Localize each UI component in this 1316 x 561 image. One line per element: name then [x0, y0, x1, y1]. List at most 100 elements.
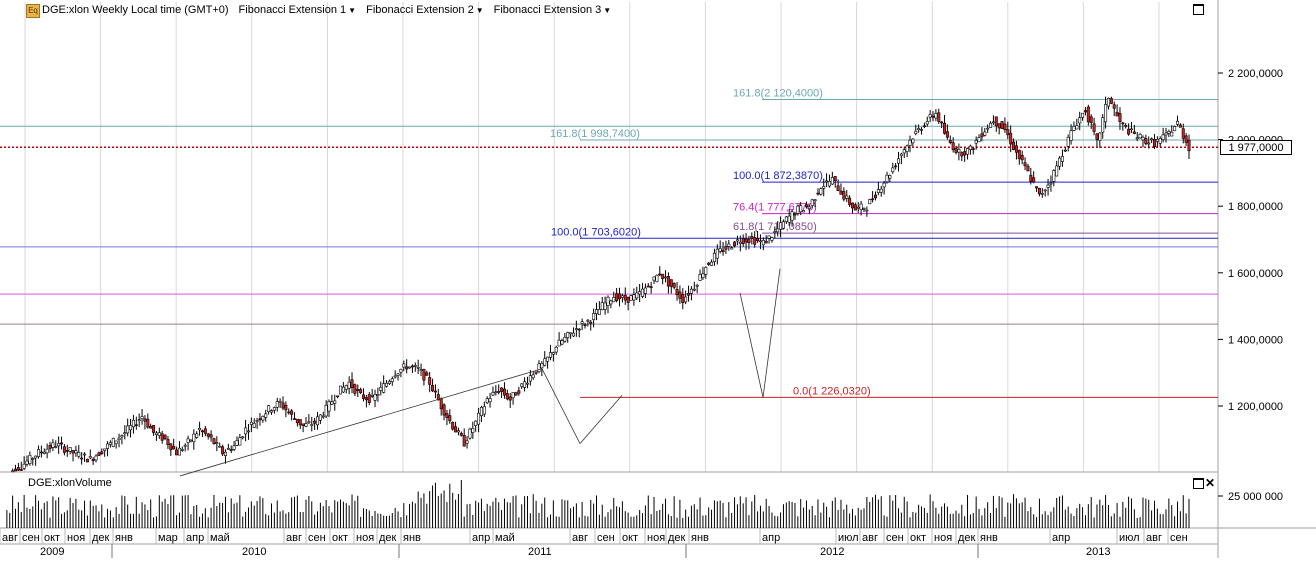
candle-body	[85, 458, 89, 463]
candle-body	[290, 410, 294, 415]
candle-body	[523, 381, 527, 388]
candle-body	[431, 385, 435, 392]
candle-body	[183, 444, 187, 447]
candle-body	[143, 418, 147, 422]
candle-body	[74, 450, 78, 454]
y-tick-label: 1 400,0000	[1228, 334, 1283, 346]
fibonacci-extension-2-menu[interactable]: Fibonacci Extension 2 ▼	[366, 4, 484, 16]
candle-body	[577, 328, 581, 331]
candle-body	[316, 416, 320, 426]
trend-line	[179, 368, 543, 477]
maximize-icon[interactable]	[1193, 4, 1204, 15]
candle-body	[773, 231, 777, 233]
candle-body	[528, 375, 532, 382]
candle-body	[940, 121, 944, 124]
candle-body	[341, 386, 345, 393]
candle-body	[1127, 128, 1131, 135]
candle-body	[807, 206, 811, 210]
candle-body	[232, 445, 236, 450]
candle-body	[537, 363, 541, 373]
candle-body	[502, 388, 506, 396]
candle-body	[1086, 106, 1090, 123]
candle-body	[681, 294, 685, 303]
candle-body	[1121, 122, 1125, 125]
candle-body	[658, 273, 662, 276]
candle-body	[580, 321, 584, 324]
candle-body	[129, 425, 133, 431]
candle-body	[937, 112, 941, 122]
candle-body	[917, 128, 921, 131]
x-tick-label-year: 2011	[528, 546, 552, 558]
candle-body	[816, 192, 820, 195]
candle-body	[977, 137, 981, 143]
candle-body	[226, 448, 230, 450]
candle-body	[425, 372, 429, 376]
x-tick-label-month: мар	[158, 532, 178, 544]
candle-body	[1184, 135, 1188, 143]
candle-body	[899, 153, 903, 157]
maximize-volume-icon[interactable]	[1193, 478, 1204, 489]
indicator-icon[interactable]: Eq	[26, 4, 40, 18]
close-icon[interactable]: ✕	[1205, 476, 1216, 490]
candle-body	[813, 199, 817, 201]
candle-body	[1101, 117, 1105, 133]
candle-body	[672, 283, 676, 288]
candle-body	[416, 366, 420, 369]
candle-body	[442, 404, 446, 416]
candle-body	[620, 295, 624, 298]
candle-body	[911, 138, 915, 144]
y-tick-label: 1 200,0000	[1228, 401, 1283, 413]
candle-body	[643, 287, 647, 294]
candle-body	[1066, 136, 1070, 147]
candle-body	[353, 384, 357, 394]
candle-body	[756, 238, 760, 242]
candle-body	[488, 398, 492, 403]
candle-body	[51, 442, 55, 448]
candle-body	[531, 374, 535, 379]
candle-body	[123, 432, 127, 435]
candle-body	[871, 198, 875, 201]
candle-body	[664, 276, 668, 279]
candle-body	[606, 296, 610, 306]
candle-body	[738, 241, 742, 244]
fibonacci-extension-1-menu[interactable]: Fibonacci Extension 1 ▼	[238, 4, 357, 16]
candle-body	[382, 383, 386, 393]
candle-body	[367, 394, 371, 403]
candle-body	[1144, 138, 1148, 145]
candle-body	[1129, 128, 1133, 131]
candle-body	[169, 443, 173, 451]
candle-body	[1155, 139, 1159, 142]
x-tick-label-month: ноя	[934, 532, 952, 544]
candle-body	[1060, 156, 1064, 162]
candle-body	[517, 390, 521, 394]
candle-body	[83, 453, 87, 456]
chart-toolbar: Eq DGE:xlon Weekly Local time (GMT+0) Fi…	[0, 0, 1218, 20]
candle-body	[1017, 150, 1021, 159]
candle-body	[91, 459, 95, 462]
candle-body	[422, 369, 426, 381]
candle-body	[600, 302, 604, 310]
candle-body	[799, 205, 803, 213]
candle-body	[954, 148, 958, 153]
candle-body	[1046, 184, 1050, 188]
candle-body	[727, 243, 731, 247]
candle-body	[108, 442, 112, 445]
candle-body	[468, 428, 472, 439]
candle-body	[373, 394, 377, 401]
candle-body	[330, 401, 334, 405]
candle-body	[1089, 116, 1093, 123]
fibonacci-extension-3-menu[interactable]: Fibonacci Extension 3 ▼	[493, 4, 612, 16]
candle-body	[891, 167, 895, 173]
candle-body	[1147, 142, 1151, 145]
candle-body	[235, 440, 239, 446]
candle-body	[1150, 138, 1154, 141]
candle-body	[994, 116, 998, 127]
candle-body	[14, 468, 18, 472]
candle-body	[379, 386, 383, 391]
x-tick-label-month: авг	[2, 532, 18, 544]
candle-body	[163, 434, 167, 440]
candle-body	[920, 129, 924, 131]
candle-body	[569, 332, 573, 335]
